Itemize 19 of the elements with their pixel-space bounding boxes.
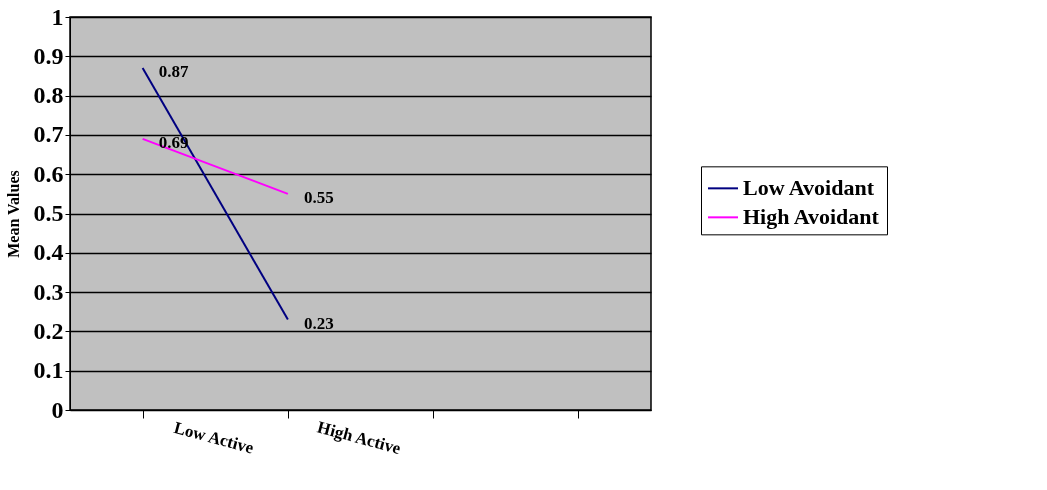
legend-label: High Avoidant xyxy=(743,204,880,230)
data-label: 0.23 xyxy=(303,313,334,333)
y-tick-label: 0.5 xyxy=(33,200,64,226)
data-label: 0.55 xyxy=(303,187,334,207)
legend-label: Low Avoidant xyxy=(743,175,875,201)
y-tick-label: 0.4 xyxy=(33,239,64,266)
y-tick-label: 0.8 xyxy=(33,82,64,109)
y-tick-label: 0 xyxy=(51,396,64,423)
y-tick-label: 0.9 xyxy=(33,42,64,69)
y-tick-label: 0.6 xyxy=(33,160,64,187)
y-tick-label: 0.3 xyxy=(33,278,64,305)
y-tick-label: 0.1 xyxy=(33,357,64,384)
y-axis-title: Mean Values xyxy=(4,170,22,258)
x-tick-label: Low Active xyxy=(171,418,257,458)
data-label: 0.87 xyxy=(158,62,189,82)
x-tick-label: High Active xyxy=(315,417,404,459)
y-tick-label: 1 xyxy=(51,3,64,30)
y-tick-label: 0.7 xyxy=(33,121,64,148)
y-tick-label: 0.2 xyxy=(33,317,64,344)
